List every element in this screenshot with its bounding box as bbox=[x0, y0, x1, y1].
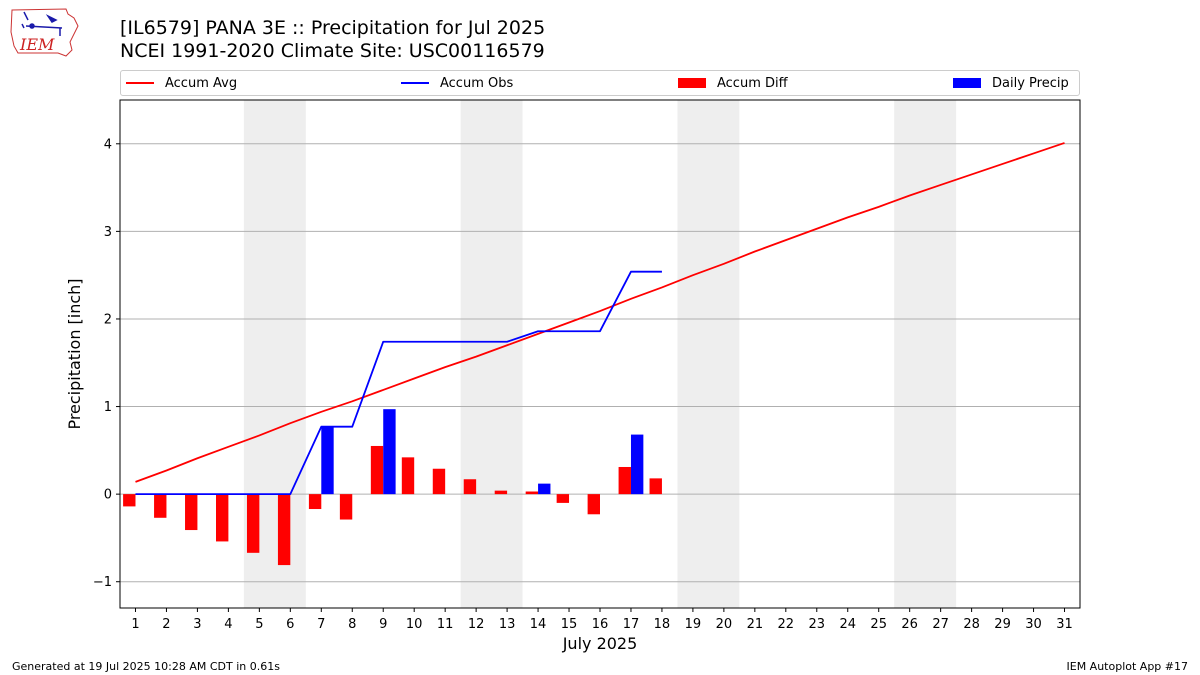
accum-diff-bar bbox=[216, 494, 229, 542]
x-tick-label: 16 bbox=[592, 617, 609, 632]
legend-item-daily-precip: Daily Precip bbox=[953, 71, 1069, 95]
accum-diff-bar bbox=[587, 494, 600, 515]
x-tick-label: 12 bbox=[468, 617, 485, 632]
logo-text: IEM bbox=[19, 35, 55, 54]
x-tick-label: 31 bbox=[1056, 617, 1073, 632]
x-tick-label: 22 bbox=[778, 617, 795, 632]
legend-label-accum-diff: Accum Diff bbox=[717, 75, 788, 91]
accum-diff-bar bbox=[494, 490, 508, 495]
generated-timestamp: Generated at 19 Jul 2025 10:28 AM CDT in… bbox=[12, 660, 280, 673]
x-tick-label: 27 bbox=[932, 617, 949, 632]
daily-precip-bar bbox=[630, 434, 644, 495]
accum-diff-bar bbox=[525, 491, 539, 495]
accum-diff-bar bbox=[463, 479, 477, 495]
accum-diff-bar bbox=[308, 494, 322, 510]
accum-obs-line bbox=[135, 270, 662, 496]
legend-swatch-accum-avg bbox=[126, 82, 154, 84]
x-tick-label: 23 bbox=[809, 617, 826, 632]
weather-station-icon bbox=[21, 11, 63, 36]
daily-precip-bar bbox=[383, 409, 396, 495]
x-tick-label: 24 bbox=[839, 617, 856, 632]
x-tick-label: 7 bbox=[317, 617, 325, 632]
y-tick-label: 3 bbox=[104, 225, 112, 240]
weekend-shade bbox=[894, 100, 957, 608]
x-tick-label: 11 bbox=[437, 617, 454, 632]
accum-diff-bar bbox=[649, 478, 662, 495]
x-tick-label: 17 bbox=[623, 617, 640, 632]
accum-diff-bar bbox=[277, 494, 291, 566]
x-tick-label: 13 bbox=[499, 617, 516, 632]
x-tick-label: 1 bbox=[131, 617, 139, 632]
x-tick-label: 21 bbox=[747, 617, 764, 632]
chart-subtitle: NCEI 1991-2020 Climate Site: USC00116579 bbox=[120, 40, 545, 62]
accum-diff-bar bbox=[123, 494, 136, 507]
x-tick-label: 15 bbox=[561, 617, 578, 632]
legend-swatch-accum-obs bbox=[401, 82, 429, 84]
y-axis-label: Precipitation [inch] bbox=[65, 278, 84, 429]
weekend-shade bbox=[677, 100, 740, 608]
legend-label-accum-obs: Accum Obs bbox=[440, 75, 514, 91]
y-tick-label: 1 bbox=[104, 400, 112, 415]
y-tick-label: 4 bbox=[104, 137, 112, 152]
legend-item-accum-diff: Accum Diff bbox=[678, 71, 788, 95]
legend-label-daily-precip: Daily Precip bbox=[992, 75, 1069, 91]
x-tick-label: 18 bbox=[654, 617, 671, 632]
x-axis-label: July 2025 bbox=[562, 634, 638, 653]
chart-title: [IL6579] PANA 3E :: Precipitation for Ju… bbox=[120, 17, 546, 39]
x-tick-label: 30 bbox=[1025, 617, 1042, 632]
x-tick-label: 2 bbox=[162, 617, 170, 632]
y-tick-label: −1 bbox=[93, 575, 112, 590]
accum-diff-bar bbox=[401, 457, 415, 495]
accum-diff-bar bbox=[618, 466, 631, 495]
app-credit: IEM Autoplot App #17 bbox=[1066, 660, 1189, 673]
x-tick-label: 29 bbox=[994, 617, 1011, 632]
x-tick-label: 14 bbox=[530, 617, 547, 632]
legend-swatch-accum-diff bbox=[678, 78, 706, 88]
y-tick-label: 2 bbox=[104, 312, 112, 327]
x-tick-label: 4 bbox=[224, 617, 232, 632]
accum-avg-line bbox=[135, 142, 1065, 483]
accum-diff-bar bbox=[339, 494, 353, 520]
legend-label-accum-avg: Accum Avg bbox=[165, 75, 238, 91]
accum-diff-bar bbox=[432, 468, 446, 495]
iowa-state-outline bbox=[10, 8, 79, 57]
accum-diff-bar bbox=[185, 494, 198, 531]
x-tick-label: 3 bbox=[193, 617, 201, 632]
accum-diff-bar bbox=[370, 445, 384, 495]
x-tick-label: 9 bbox=[379, 617, 387, 632]
legend: Accum Avg Accum Obs Accum Diff Daily Pre… bbox=[120, 70, 1080, 96]
daily-precip-bar bbox=[321, 426, 334, 495]
accum-diff-bar bbox=[556, 494, 570, 503]
x-tick-label: 25 bbox=[870, 617, 887, 632]
x-tick-label: 26 bbox=[901, 617, 918, 632]
daily-precip-bar bbox=[538, 483, 551, 495]
accum-diff-bar bbox=[154, 494, 167, 518]
y-tick-label: 0 bbox=[104, 488, 112, 503]
x-tick-label: 6 bbox=[286, 617, 294, 632]
weekend-shade bbox=[460, 100, 523, 608]
legend-item-accum-avg: Accum Avg bbox=[126, 71, 237, 95]
legend-item-accum-obs: Accum Obs bbox=[401, 71, 513, 95]
x-tick-label: 19 bbox=[685, 617, 702, 632]
x-tick-label: 5 bbox=[255, 617, 263, 632]
x-tick-label: 8 bbox=[348, 617, 356, 632]
x-tick-label: 28 bbox=[963, 617, 980, 632]
legend-swatch-daily-precip bbox=[953, 78, 981, 88]
accum-diff-bar bbox=[246, 494, 260, 553]
iem-logo: IEM bbox=[10, 8, 79, 57]
x-tick-label: 10 bbox=[406, 617, 423, 632]
x-tick-label: 20 bbox=[716, 617, 733, 632]
